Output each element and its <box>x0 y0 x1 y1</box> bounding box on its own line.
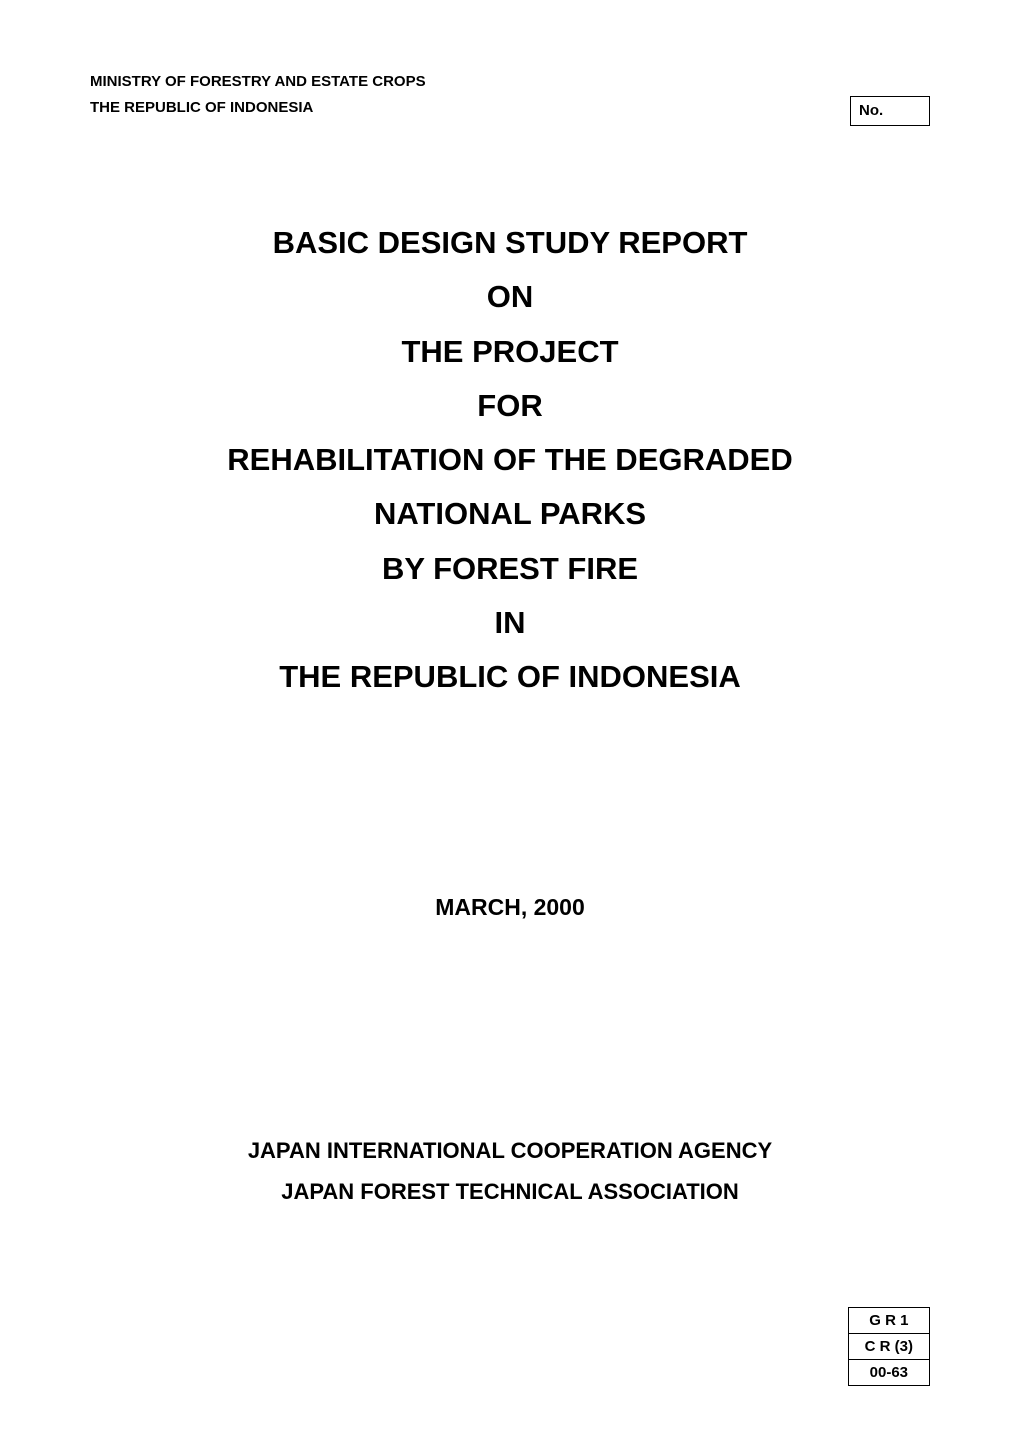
title-line-2: ON <box>90 270 930 324</box>
no-box: No. <box>850 96 930 126</box>
title-line-4: FOR <box>90 379 930 433</box>
header-second-row: THE REPUBLIC OF INDONESIA No. <box>90 96 930 126</box>
republic-label: THE REPUBLIC OF INDONESIA <box>90 96 313 120</box>
codes-box: G R 1 C R (3) 00-63 <box>848 1307 930 1386</box>
code-1: G R 1 <box>849 1308 929 1334</box>
title-block: BASIC DESIGN STUDY REPORT ON THE PROJECT… <box>90 216 930 704</box>
title-line-5: REHABILITATION OF THE DEGRADED <box>90 433 930 487</box>
code-3: 00-63 <box>849 1360 929 1385</box>
date-label: MARCH, 2000 <box>90 894 930 921</box>
agency-block: JAPAN INTERNATIONAL COOPERATION AGENCY J… <box>90 1131 930 1212</box>
title-line-9: THE REPUBLIC OF INDONESIA <box>90 650 930 704</box>
agency-line-1: JAPAN INTERNATIONAL COOPERATION AGENCY <box>90 1131 930 1172</box>
title-line-7: BY FOREST FIRE <box>90 542 930 596</box>
code-2: C R (3) <box>849 1334 929 1360</box>
title-line-3: THE PROJECT <box>90 325 930 379</box>
ministry-label: MINISTRY OF FORESTRY AND ESTATE CROPS <box>90 70 930 94</box>
title-line-1: BASIC DESIGN STUDY REPORT <box>90 216 930 270</box>
agency-line-2: JAPAN FOREST TECHNICAL ASSOCIATION <box>90 1172 930 1213</box>
title-line-6: NATIONAL PARKS <box>90 487 930 541</box>
title-line-8: IN <box>90 596 930 650</box>
header-section: MINISTRY OF FORESTRY AND ESTATE CROPS TH… <box>90 70 930 126</box>
